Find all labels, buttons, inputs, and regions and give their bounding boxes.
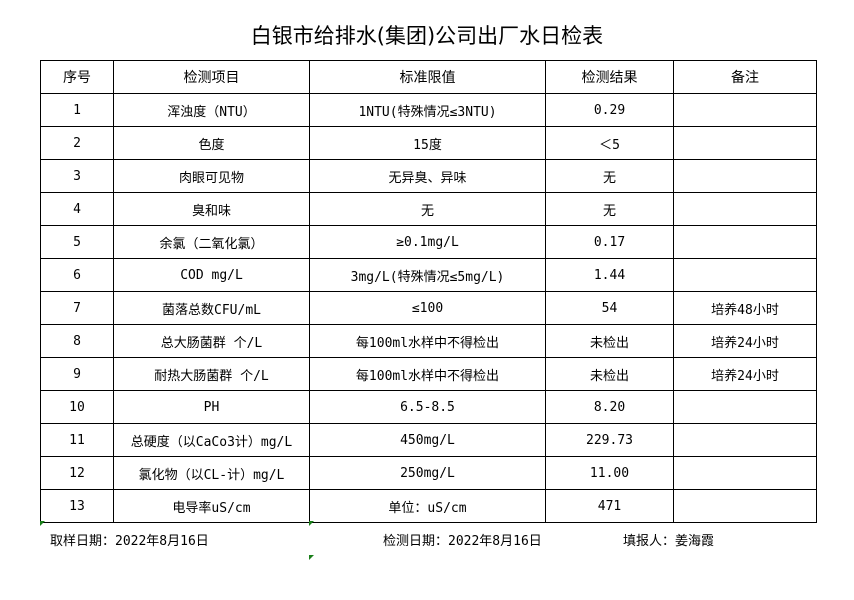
table-cell: 229.73 <box>545 423 674 457</box>
water-quality-table: 序号 检测项目 标准限值 检测结果 备注 1 浑浊度（NTU） 1NTU(特殊情况≤… <box>40 60 817 523</box>
table-cell: 1.44 <box>545 258 674 292</box>
table-row: 4 臭和味无无 <box>40 192 817 226</box>
sampling-date: 取样日期：2022年8月16日 <box>50 534 209 549</box>
table-cell: 8 <box>40 324 114 358</box>
table-row: 8 总大肠菌群 个/L 每100ml水样中不得检出 未检出 培养24小时 <box>40 324 817 358</box>
table-cell: 2 <box>40 126 114 160</box>
table-cell: 耐热大肠菌群 个/L <box>113 357 310 391</box>
table-row: 10 PH 6.5-8.5 8.20 <box>40 390 817 424</box>
table-cell <box>673 489 817 523</box>
table-cell: 11 <box>40 423 114 457</box>
table-cell: 6 <box>40 258 114 292</box>
cell-marker <box>40 521 45 526</box>
table-cell: 余氯（二氧化氯） <box>113 225 310 259</box>
table-cell: 5 <box>40 225 114 259</box>
table-cell <box>673 423 817 457</box>
table-cell: 0.29 <box>545 93 674 127</box>
table-cell: PH <box>113 390 310 424</box>
table-row: 9 耐热大肠菌群 个/L 每100ml水样中不得检出 未检出 培养24小时 <box>40 357 817 391</box>
table-cell: 无 <box>309 192 546 226</box>
table-cell: 培养48小时 <box>673 291 817 325</box>
table-cell: 色度 <box>113 126 310 160</box>
table-cell: 1NTU(特殊情况≤3NTU) <box>309 93 546 127</box>
table-cell: 54 <box>545 291 674 325</box>
table-cell: 总硬度（以CaCo3计）mg/L <box>113 423 310 457</box>
table-cell <box>673 93 817 127</box>
table-cell: 15度 <box>309 126 546 160</box>
table-cell: 0.17 <box>545 225 674 259</box>
table-cell <box>673 192 817 226</box>
table-cell: COD mg/L <box>113 258 310 292</box>
cell-marker <box>309 521 314 526</box>
table-cell: 培养24小时 <box>673 324 817 358</box>
header-cell: 检测结果 <box>545 60 674 94</box>
table-cell: 未检出 <box>545 357 674 391</box>
table-cell: 氯化物（以CL-计）mg/L <box>113 456 310 490</box>
table-cell: 培养24小时 <box>673 357 817 391</box>
test-date: 检测日期：2022年8月16日 <box>383 534 542 549</box>
table-cell: 12 <box>40 456 114 490</box>
table-cell <box>673 159 817 193</box>
table-cell: 总大肠菌群 个/L <box>113 324 310 358</box>
table-cell: 6.5-8.5 <box>309 390 546 424</box>
table-cell: 单位：uS/cm <box>309 489 546 523</box>
table-cell <box>673 390 817 424</box>
table-cell: 无异臭、异味 <box>309 159 546 193</box>
table-row: 1 浑浊度（NTU） 1NTU(特殊情况≤3NTU) 0.29 <box>40 93 817 127</box>
header-cell: 标准限值 <box>309 60 546 94</box>
table-row: 7 菌落总数CFU/mL ≤100 54 培养48小时 <box>40 291 817 325</box>
table-cell: 未检出 <box>545 324 674 358</box>
table-cell: 7 <box>40 291 114 325</box>
table-cell: 无 <box>545 159 674 193</box>
table-cell <box>673 126 817 160</box>
table-cell: 13 <box>40 489 114 523</box>
table-cell: 菌落总数CFU/mL <box>113 291 310 325</box>
table-cell: 电导率uS/cm <box>113 489 310 523</box>
table-cell: 10 <box>40 390 114 424</box>
table-row: 2 色度 15度 ＜5 <box>40 126 817 160</box>
table-cell: 11.00 <box>545 456 674 490</box>
table-cell: 3 <box>40 159 114 193</box>
table-cell: 每100ml水样中不得检出 <box>309 357 546 391</box>
table-cell: ≤100 <box>309 291 546 325</box>
table-cell: 浑浊度（NTU） <box>113 93 310 127</box>
header-cell: 备注 <box>673 60 817 94</box>
table-cell: 471 <box>545 489 674 523</box>
table-row: 6 COD mg/L 3mg/L(特殊情况≤5mg/L) 1.44 <box>40 258 817 292</box>
table-row: 3 肉眼可见物 无异臭、异味无 <box>40 159 817 193</box>
table-cell: 250mg/L <box>309 456 546 490</box>
reporter: 填报人：姜海霞 <box>623 534 715 549</box>
cell-marker <box>309 555 314 560</box>
table-cell: 8.20 <box>545 390 674 424</box>
table-row: 13 电导率uS/cm 单位：uS/cm 471 <box>40 489 817 523</box>
header-cell: 检测项目 <box>113 60 310 94</box>
table-row: 5 余氯（二氧化氯） ≥0.1mg/L 0.17 <box>40 225 817 259</box>
table-cell <box>673 456 817 490</box>
table-cell: 臭和味 <box>113 192 310 226</box>
table-cell: 4 <box>40 192 114 226</box>
table-cell: 9 <box>40 357 114 391</box>
table-cell: 肉眼可见物 <box>113 159 310 193</box>
table-cell: 无 <box>545 192 674 226</box>
table-cell: 每100ml水样中不得检出 <box>309 324 546 358</box>
report-title: 白银市给排水(集团)公司出厂水日检表 <box>250 24 604 48</box>
table-cell <box>673 258 817 292</box>
table-header-row: 序号 检测项目 标准限值 检测结果 备注 <box>40 60 817 94</box>
header-cell: 序号 <box>40 60 114 94</box>
table-cell: ＜5 <box>545 126 674 160</box>
table-cell: 1 <box>40 93 114 127</box>
table-cell: 3mg/L(特殊情况≤5mg/L) <box>309 258 546 292</box>
table-row: 11 总硬度（以CaCo3计）mg/L 450mg/L 229.73 <box>40 423 817 457</box>
table-cell <box>673 225 817 259</box>
table-cell: ≥0.1mg/L <box>309 225 546 259</box>
table-row: 12 氯化物（以CL-计）mg/L 250mg/L 11.00 <box>40 456 817 490</box>
table-cell: 450mg/L <box>309 423 546 457</box>
